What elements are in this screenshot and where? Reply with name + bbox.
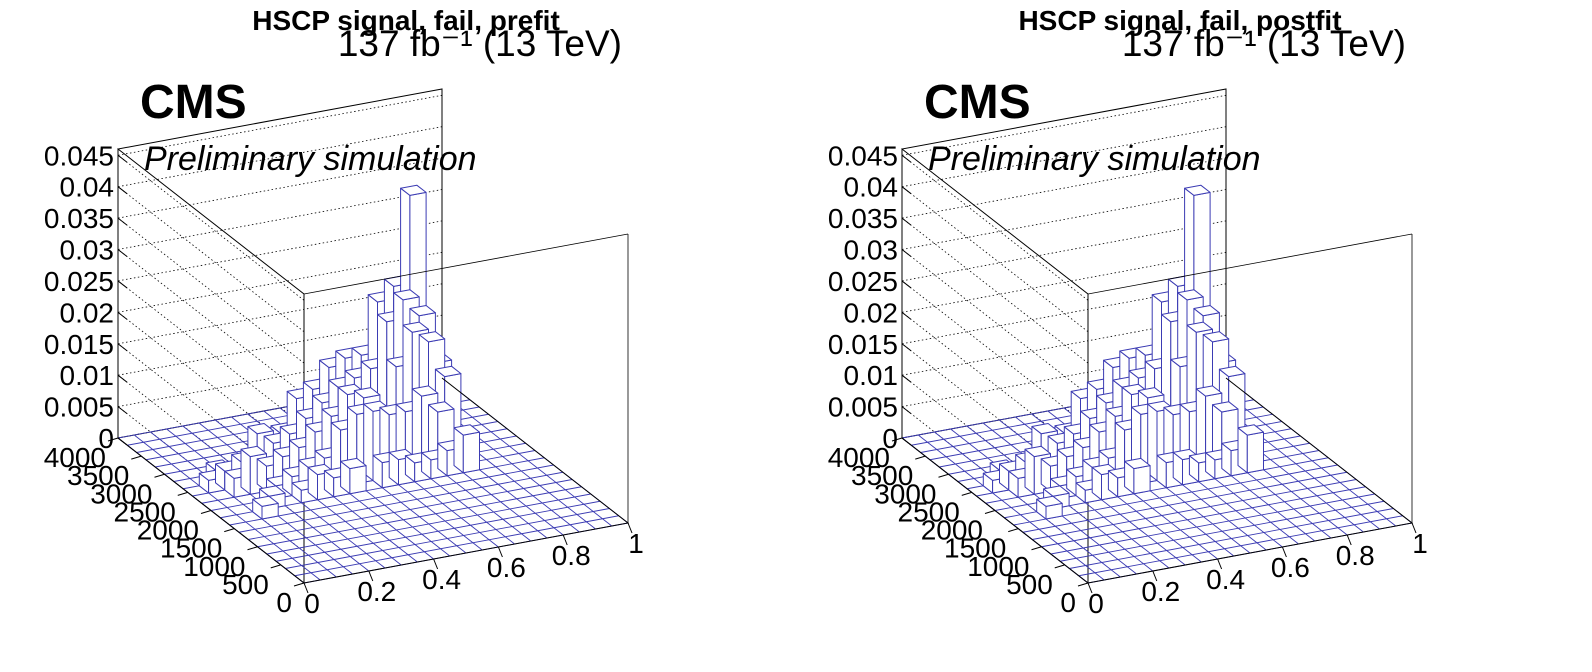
cms-label: CMS (924, 76, 1031, 129)
x-tick-label: 0.2 (1141, 576, 1180, 607)
lego-bar (1124, 457, 1151, 495)
y-tick-label: 1500 (944, 533, 1006, 564)
y-tick-label: 2500 (114, 496, 176, 527)
z-tick-label: 0.015 (828, 329, 898, 360)
z-tick-label: 0.04 (60, 172, 115, 203)
x-tick-label: 0.4 (422, 564, 461, 595)
x-axis: 0 0.2 0.4 0.6 0.8 1 (303, 522, 644, 619)
y-tick-label: 500 (222, 569, 269, 600)
x-tick-label: 0.6 (487, 552, 526, 583)
z-tick-label: 0 (882, 423, 898, 454)
z-tick-label: 0.03 (844, 235, 899, 266)
x-tick-label: 1 (1412, 528, 1428, 559)
y-tick-label: 3000 (90, 478, 152, 509)
x-tick-label: 0.6 (1271, 552, 1310, 583)
x-tick-label: 0.8 (552, 540, 591, 571)
y-tick-label: 3500 (67, 460, 129, 491)
y-tick-label: 3000 (874, 478, 936, 509)
z-tick-label: 0.005 (44, 392, 114, 423)
z-tick-label: 0.015 (44, 329, 114, 360)
cms-label: CMS (140, 76, 247, 129)
z-tick-label: 0.01 (844, 360, 899, 391)
x-tick-label: 0.8 (1336, 540, 1375, 571)
x-tick-label: 1 (628, 528, 644, 559)
lego-plot-postfit: HSCP signal, fail, postfit 137 fb⁻¹ (13 … (828, 5, 1428, 619)
z-tick-label: 0.02 (60, 297, 115, 328)
y-tick-label: 1000 (967, 551, 1029, 582)
z-tick-label: 0.005 (828, 392, 898, 423)
y-tick-label: 0 (1060, 587, 1076, 618)
z-axis: 00.0050.010.0150.020.0250.030.0350.040.0… (44, 140, 128, 454)
y-tick-label: 2000 (137, 515, 199, 546)
y-tick-label: 2000 (921, 515, 983, 546)
z-tick-label: 0.04 (844, 172, 899, 203)
z-tick-label: 0.03 (60, 235, 115, 266)
x-tick-label: 0.4 (1206, 564, 1245, 595)
z-tick-label: 0.035 (44, 203, 114, 234)
y-tick-label: 4000 (44, 442, 106, 473)
z-tick-label: 0 (98, 423, 114, 454)
luminosity-label: 137 fb⁻¹ (13 TeV) (338, 23, 622, 64)
z-tick-label: 0.025 (44, 266, 114, 297)
x-tick-label: 0 (1088, 588, 1104, 619)
lego-bar (1036, 495, 1063, 520)
lego-bar (453, 424, 480, 474)
lego-plot-prefit: HSCP signal, fail, prefit 137 fb⁻¹ (13 T… (44, 5, 644, 619)
y-tick-label: 4000 (828, 442, 890, 473)
z-tick-label: 0.045 (828, 140, 898, 171)
chart-title: HSCP signal, fail, prefit (252, 5, 560, 36)
y-tick-label: 0 (276, 587, 292, 618)
chart-title: HSCP signal, fail, postfit (1018, 5, 1341, 36)
lego-bar (1024, 445, 1051, 495)
x-tick-label: 0.2 (357, 576, 396, 607)
x-axis: 0 0.2 0.4 0.6 0.8 1 (1087, 522, 1428, 619)
z-tick-label: 0.02 (844, 297, 899, 328)
preliminary-simulation-label: Preliminary simulation (144, 140, 477, 178)
y-tick-label: 2500 (898, 496, 960, 527)
chart-panel-postfit: HSCP signal, fail, postfit 137 fb⁻¹ (13 … (784, 0, 1580, 672)
z-axis: 00.0050.010.0150.020.0250.030.0350.040.0… (828, 140, 912, 454)
y-tick-label: 1500 (160, 533, 222, 564)
z-tick-label: 0.035 (828, 203, 898, 234)
luminosity-label: 137 fb⁻¹ (13 TeV) (1122, 23, 1406, 64)
bars (198, 184, 480, 520)
lego-bar (1237, 424, 1264, 474)
y-tick-label: 500 (1006, 569, 1053, 600)
chart-panel-prefit: HSCP signal, fail, prefit 137 fb⁻¹ (13 T… (44, 5, 644, 619)
lego-bar (340, 457, 367, 495)
y-tick-label: 3500 (851, 460, 913, 491)
x-tick-label: 0 (304, 588, 320, 619)
preliminary-simulation-label: Preliminary simulation (928, 140, 1261, 178)
lego-bar (252, 495, 279, 520)
z-tick-label: 0.045 (44, 140, 114, 171)
z-tick-label: 0.01 (60, 360, 115, 391)
bars (982, 184, 1264, 520)
z-tick-label: 0.025 (828, 266, 898, 297)
y-tick-label: 1000 (183, 551, 245, 582)
